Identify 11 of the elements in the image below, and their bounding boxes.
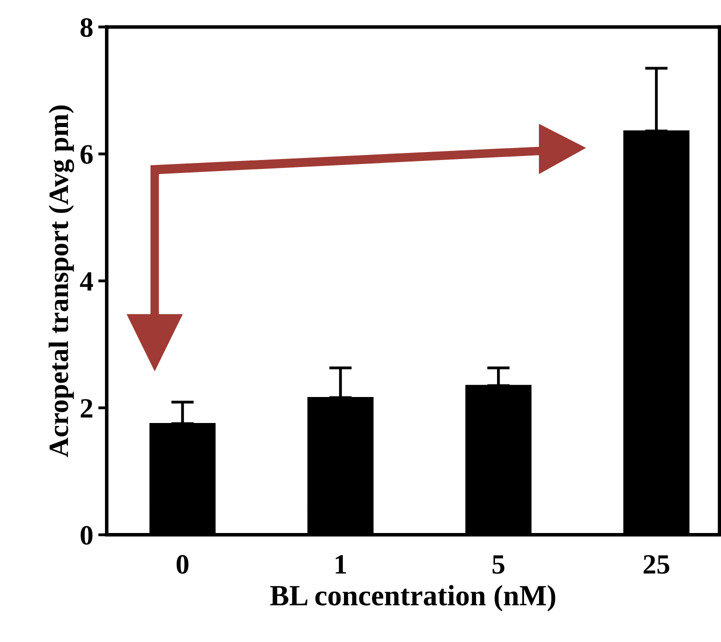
y-tick-label: 8 xyxy=(80,18,93,37)
y-tick-label: 0 xyxy=(80,526,92,545)
y-tick-label: 4 xyxy=(80,272,93,291)
y-tick-label: 2 xyxy=(80,399,92,418)
x-tick-label: 0 xyxy=(176,555,188,574)
y-tick-label: 6 xyxy=(80,145,93,164)
y-axis-title: Acropetal transport (Avg pm) xyxy=(48,106,74,458)
x-axis-title: BL concentration (nM) xyxy=(270,584,556,612)
x-tick-label: 1 xyxy=(336,555,346,574)
x-tick-label: 5 xyxy=(492,555,504,574)
x-tick-label: 25 xyxy=(644,555,670,574)
